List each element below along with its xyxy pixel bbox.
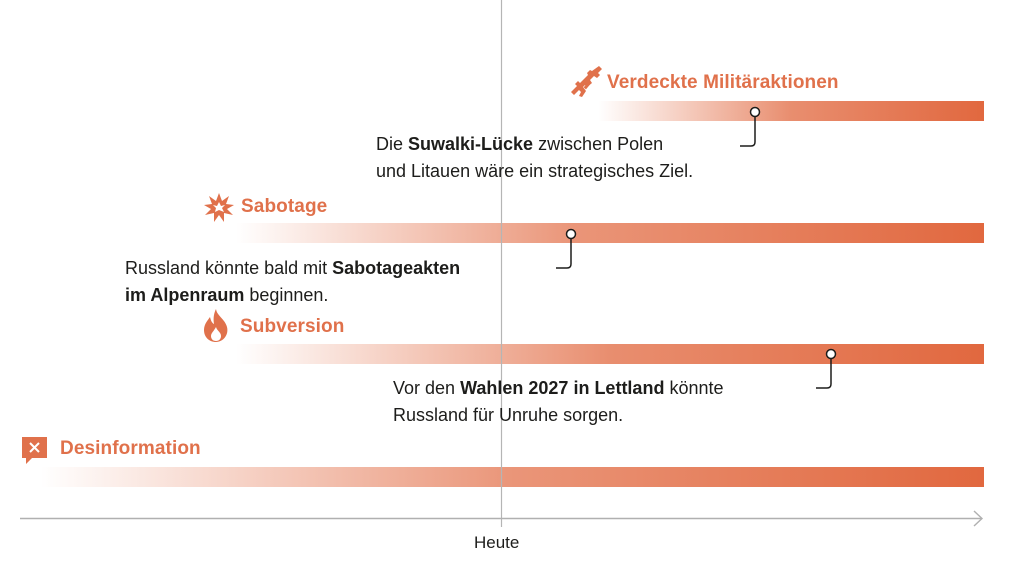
category-label-sabotage: Sabotage (241, 196, 328, 217)
category-label-militaer: Verdeckte Militäraktionen (607, 72, 839, 93)
connector-sabotage (556, 228, 577, 269)
bar-subversion (236, 344, 984, 364)
axis-label-today: Heute (474, 533, 520, 552)
category-label-desinformation: Desinformation (60, 438, 201, 459)
note-sabotage-line1: Russland könnte bald mit Sabotageakten (125, 258, 461, 278)
note-subversion-line2: Russland für Unruhe sorgen. (393, 405, 624, 425)
note-subversion-line1: Vor den Wahlen 2027 in Lettland könnte (393, 378, 724, 398)
note-militaer-line1: Die Suwalki-Lücke zwischen Polen (376, 134, 664, 154)
note-militaer: Die Suwalki-Lücke zwischen Polen und Lit… (376, 131, 693, 185)
note-sabotage: Russland könnte bald mit Sabotageakten i… (125, 255, 460, 309)
connector-subversion (816, 348, 837, 389)
note-subversion: Vor den Wahlen 2027 in Lettland könnte R… (393, 375, 723, 429)
bar-desinformation (40, 467, 984, 487)
category-label-subversion: Subversion (240, 316, 345, 337)
axis-arrow (973, 510, 984, 527)
bar-sabotage (236, 223, 984, 243)
note-militaer-line2: und Litauen wäre ein strategisches Ziel. (376, 161, 694, 181)
bar-militaer (598, 101, 984, 121)
rifle-icon (571, 66, 602, 97)
fire-icon (204, 309, 228, 342)
explosion-icon (204, 193, 234, 222)
connector-militaer (740, 106, 761, 147)
note-sabotage-line2: im Alpenraum beginnen. (125, 285, 329, 305)
fake-news-icon (22, 437, 47, 464)
